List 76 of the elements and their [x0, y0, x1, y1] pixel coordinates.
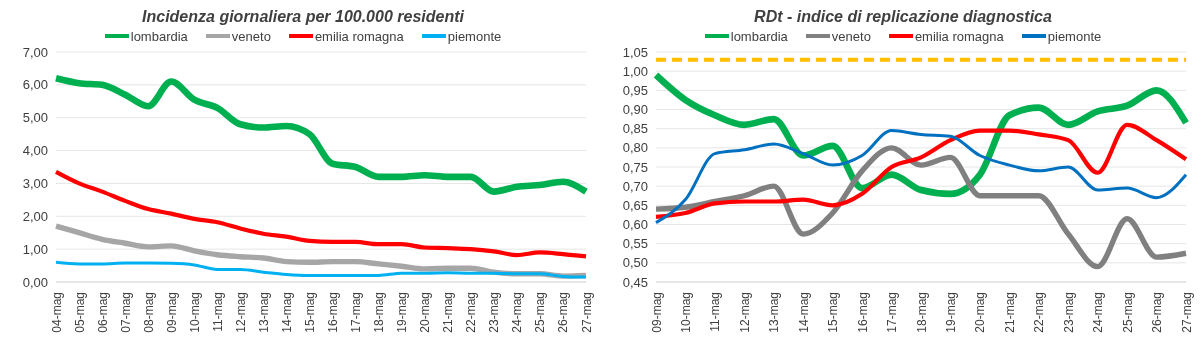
- y-tick-label: 0,65: [622, 197, 648, 213]
- x-tick-label: 12-mag: [233, 292, 248, 333]
- x-tick-label: 04-mag: [49, 292, 64, 333]
- legend-label: lombardia: [130, 28, 188, 44]
- x-tick-label: 24-mag: [510, 292, 525, 333]
- legend-label: lombardia: [730, 28, 788, 44]
- y-tick-label: 0,60: [622, 217, 648, 233]
- y-tick-label: 2,00: [22, 208, 48, 224]
- x-tick-label: 19-mag: [395, 292, 410, 333]
- x-tick-label: 08-mag: [141, 292, 156, 333]
- y-tick-label: 0,55: [622, 236, 648, 252]
- y-tick-label: 0,95: [622, 82, 648, 98]
- y-tick-label: 0,00: [22, 274, 48, 290]
- x-tick-label: 16-mag: [326, 292, 341, 333]
- y-tick-label: 6,00: [22, 77, 48, 93]
- y-tick-label: 0,70: [622, 178, 648, 194]
- x-tick-label: 19-mag: [943, 292, 958, 333]
- x-tick-label: 27-mag: [1179, 292, 1194, 333]
- y-tick-label: 4,00: [22, 143, 48, 159]
- x-tick-label: 15-mag: [303, 292, 317, 333]
- x-tick-label: 20-mag: [418, 292, 433, 333]
- x-tick-label: 14-mag: [796, 292, 811, 333]
- x-tick-label: 24-mag: [1091, 292, 1106, 333]
- x-tick-label: 07-mag: [118, 292, 133, 333]
- x-tick-label: 13-mag: [256, 292, 271, 333]
- x-tick-label: 16-mag: [855, 292, 870, 333]
- y-tick-label: 0,80: [622, 140, 648, 156]
- x-tick-label: 11-mag: [210, 292, 225, 332]
- y-tick-label: 3,00: [22, 176, 48, 192]
- x-tick-label: 21-mag: [1002, 292, 1017, 333]
- x-tick-label: 20-mag: [973, 292, 988, 333]
- y-tick-label: 0,50: [622, 255, 648, 271]
- x-tick-label: 26-mag: [556, 292, 571, 333]
- x-tick-label: 22-mag: [464, 292, 479, 333]
- x-tick-label: 21-mag: [441, 292, 456, 333]
- x-tick-label: 10-mag: [678, 292, 693, 333]
- y-tick-label: 1,05: [622, 44, 648, 60]
- legend-label: emilia romagna: [314, 28, 404, 44]
- x-tick-label: 06-mag: [95, 292, 110, 333]
- x-tick-label: 05-mag: [72, 292, 87, 333]
- y-tick-label: 5,00: [22, 110, 48, 126]
- x-tick-label: 11-mag: [708, 292, 723, 332]
- y-tick-label: 1,00: [622, 63, 648, 79]
- x-tick-label: 14-mag: [279, 292, 294, 333]
- x-tick-label: 12-mag: [737, 292, 752, 333]
- x-tick-label: 18-mag: [914, 292, 929, 333]
- y-tick-label: 0,90: [622, 102, 648, 118]
- y-tick-label: 0,85: [622, 121, 648, 137]
- legend-label: veneto: [831, 28, 871, 44]
- x-tick-label: 26-mag: [1150, 292, 1165, 333]
- legend-label: veneto: [231, 28, 271, 44]
- x-tick-label: 18-mag: [372, 292, 387, 333]
- x-tick-label: 15-mag: [826, 292, 841, 333]
- x-tick-label: 25-mag: [533, 292, 548, 333]
- x-tick-label: 17-mag: [349, 292, 364, 333]
- y-tick-label: 0,75: [622, 159, 648, 175]
- y-tick-label: 1,00: [22, 241, 48, 257]
- x-tick-label: 22-mag: [1032, 292, 1047, 333]
- x-tick-label: 25-mag: [1120, 292, 1135, 333]
- x-tick-label: 09-mag: [164, 292, 179, 333]
- x-tick-label: 23-mag: [487, 292, 502, 333]
- x-tick-label: 17-mag: [885, 292, 900, 333]
- x-tick-label: 23-mag: [1061, 292, 1076, 333]
- legend-label: emilia romagna: [914, 28, 1004, 44]
- y-tick-label: 7,00: [22, 44, 48, 60]
- x-tick-label: 09-mag: [649, 292, 664, 333]
- x-tick-label: 27-mag: [579, 292, 594, 333]
- legend-label: piemonte: [1047, 28, 1102, 44]
- x-tick-label: 10-mag: [187, 292, 202, 333]
- x-tick-label: 13-mag: [767, 292, 782, 333]
- legend-label: piemonte: [447, 28, 502, 44]
- chart-title: RDt - indice di replicazione diagnostica: [753, 8, 1053, 27]
- chart-title: Incidenza giornaliera per 100.000 residenti: [141, 8, 465, 27]
- line-series: [54, 260, 588, 279]
- y-tick-label: 0,45: [622, 274, 648, 290]
- line-series: [53, 169, 589, 259]
